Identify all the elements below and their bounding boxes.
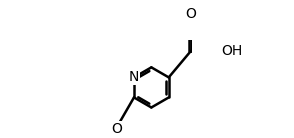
Text: O: O <box>111 122 122 136</box>
Text: N: N <box>129 70 139 84</box>
Text: OH: OH <box>221 44 242 58</box>
Text: O: O <box>186 7 196 21</box>
